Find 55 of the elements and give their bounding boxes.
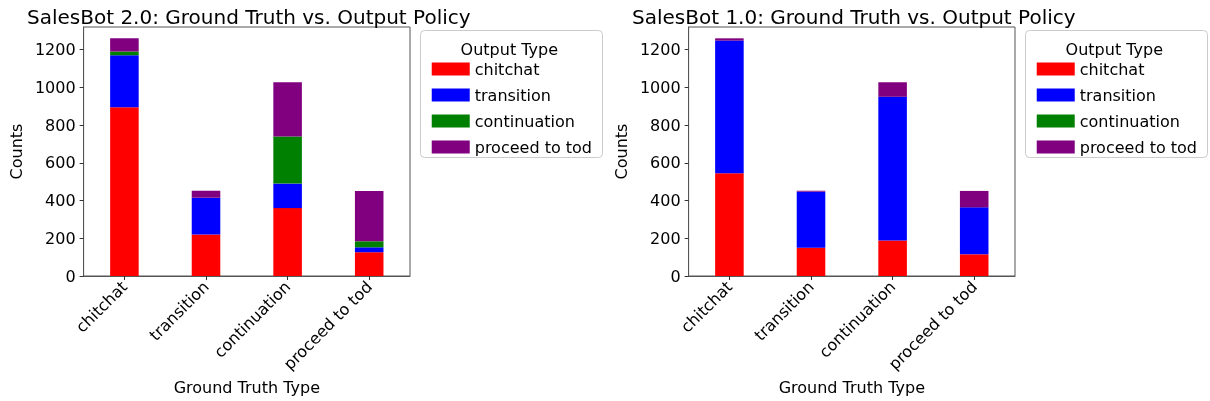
y-tick-label: 400 bbox=[650, 191, 681, 211]
bar bbox=[959, 254, 989, 276]
bar bbox=[354, 241, 384, 248]
bar bbox=[273, 82, 302, 137]
bar bbox=[878, 82, 907, 97]
bar bbox=[959, 190, 989, 208]
y-tick-label: 1200 bbox=[639, 40, 681, 60]
bar bbox=[354, 252, 384, 276]
bar bbox=[959, 207, 989, 255]
bar bbox=[191, 234, 221, 276]
y-tick-label: 800 bbox=[650, 115, 681, 135]
chart-title: SalesBot 1.0: Ground Truth vs. Output Policy bbox=[632, 5, 1076, 29]
y-axis-title: Counts bbox=[6, 123, 26, 180]
x-axis-title: Ground Truth Type bbox=[173, 378, 320, 398]
bar bbox=[715, 40, 744, 174]
bar bbox=[273, 183, 302, 209]
bar bbox=[878, 96, 907, 241]
legend-label: chitchat bbox=[1079, 59, 1145, 79]
y-tick-label: 600 bbox=[45, 153, 76, 173]
y-axis-title: Counts bbox=[611, 123, 631, 180]
legend-title: Output Type bbox=[460, 39, 559, 59]
bar bbox=[715, 173, 744, 276]
legend-label: continuation bbox=[474, 111, 575, 131]
bar bbox=[796, 247, 826, 276]
bar bbox=[354, 247, 384, 253]
bar bbox=[191, 190, 221, 198]
y-tick-label: 1200 bbox=[34, 40, 76, 60]
y-tick-label: 0 bbox=[65, 266, 76, 286]
bar bbox=[273, 208, 302, 276]
legend-label: transition bbox=[1079, 85, 1156, 105]
bar bbox=[354, 190, 384, 242]
y-tick-label: 0 bbox=[670, 266, 681, 286]
legend-label: continuation bbox=[1079, 111, 1180, 131]
legend-label: transition bbox=[474, 85, 551, 105]
bar bbox=[878, 240, 907, 276]
y-tick-label: 1000 bbox=[639, 77, 681, 97]
bar bbox=[110, 38, 139, 52]
y-tick-label: 1000 bbox=[34, 77, 76, 97]
bar bbox=[110, 55, 139, 108]
legend-label: chitchat bbox=[474, 59, 540, 79]
legend-label: proceed to tod bbox=[1079, 137, 1197, 157]
bar bbox=[796, 191, 826, 248]
legend-title: Output Type bbox=[1065, 39, 1164, 59]
bar bbox=[715, 38, 744, 41]
bar bbox=[110, 107, 139, 276]
y-tick-label: 600 bbox=[650, 153, 681, 173]
x-axis-title: Ground Truth Type bbox=[778, 378, 925, 398]
bar bbox=[273, 136, 302, 184]
legend-label: proceed to tod bbox=[474, 137, 592, 157]
chart-title: SalesBot 2.0: Ground Truth vs. Output Policy bbox=[27, 5, 471, 29]
y-tick-label: 400 bbox=[45, 191, 76, 211]
y-tick-label: 800 bbox=[45, 115, 76, 135]
bar bbox=[191, 197, 221, 235]
y-tick-label: 200 bbox=[45, 228, 76, 248]
y-tick-label: 200 bbox=[650, 228, 681, 248]
